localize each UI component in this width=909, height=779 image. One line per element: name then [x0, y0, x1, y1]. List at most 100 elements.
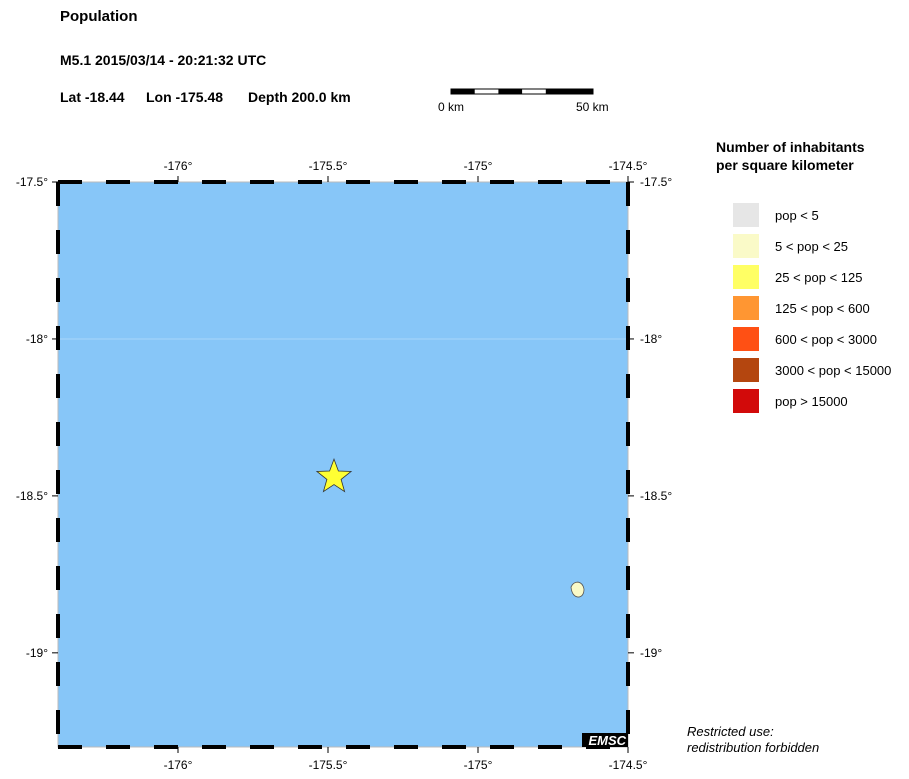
frame-tick-bottom — [442, 745, 466, 749]
scale-bar-segment — [569, 89, 593, 94]
lon-tick-label: -176° — [164, 758, 193, 772]
star-icon — [315, 457, 353, 493]
ocean — [58, 182, 628, 747]
frame-tick-bottom — [106, 745, 130, 749]
legend-item: 25 < pop < 125 — [733, 265, 862, 289]
frame-tick-top — [538, 180, 562, 184]
scale-bar — [450, 88, 594, 95]
lon-tick-label: -175° — [464, 758, 493, 772]
frame-tick-left — [56, 230, 60, 254]
event-lon: Lon -175.48 — [146, 89, 224, 105]
legend-swatch — [733, 265, 759, 289]
frame-tick-left — [56, 614, 60, 638]
legend-item: pop > 15000 — [733, 389, 848, 413]
scale-start-label: 0 km — [438, 100, 465, 114]
frame-tick-right — [626, 278, 630, 302]
frame-tick-top — [586, 180, 610, 184]
frame-tick-bottom — [394, 745, 418, 749]
legend-label: 5 < pop < 25 — [775, 238, 849, 254]
frame-tick-top — [106, 180, 130, 184]
emsc-logo — [582, 733, 628, 747]
legend-title-line1: Number of inhabitants — [716, 139, 865, 155]
event-info: M5.1 2015/03/14 - 20:21:32 UTC — [60, 52, 267, 68]
frame-tick-right — [626, 518, 630, 542]
island — [570, 581, 585, 598]
lon-tick-label: -174.5° — [609, 159, 648, 173]
frame-tick-left — [56, 326, 60, 350]
lat-tick-label: -18.5° — [16, 489, 48, 503]
lat-tick-label: -17.5° — [640, 175, 672, 189]
legend-label: 25 < pop < 125 — [775, 269, 863, 285]
frame-tick-top — [442, 180, 466, 184]
frame-tick-top — [58, 180, 82, 184]
legend-swatch — [733, 389, 759, 413]
lat-tick-label: -17.5° — [16, 175, 48, 189]
legend-title: Number of inhabitants per square kilomet… — [716, 138, 865, 174]
lon-tick-label: -175° — [464, 159, 493, 173]
frame-tick-left — [56, 518, 60, 542]
scale-bar-segment — [498, 89, 523, 94]
legend-item: 125 < pop < 600 — [733, 296, 870, 320]
frame-tick-top — [298, 180, 322, 184]
frame-tick-bottom — [250, 745, 274, 749]
frame-tick-right — [626, 470, 630, 494]
frame-tick-right — [626, 566, 630, 590]
frame-tick-left — [56, 710, 60, 734]
legend-label: pop > 15000 — [775, 393, 848, 409]
legend-title-line2: per square kilometer — [716, 157, 854, 173]
event-depth: Depth 200.0 km — [248, 89, 351, 105]
legend-label: 600 < pop < 3000 — [775, 331, 877, 347]
notice-line1: Restricted use: — [687, 724, 774, 739]
frame-tick-left — [56, 566, 60, 590]
legend-swatch — [733, 296, 759, 320]
lon-tick-label: -175.5° — [309, 159, 348, 173]
legend-item: 5 < pop < 25 — [733, 234, 848, 258]
lat-tick-label: -18.5° — [640, 489, 672, 503]
legend-item: pop < 5 — [733, 203, 819, 227]
frame-tick-bottom — [538, 745, 562, 749]
frame-tick-top — [154, 180, 178, 184]
notice-line2: redistribution forbidden — [687, 740, 820, 755]
legend-item: 3000 < pop < 15000 — [733, 358, 891, 382]
legend-label: pop < 5 — [775, 207, 819, 223]
frame-tick-right — [626, 662, 630, 686]
frame-tick-left — [56, 662, 60, 686]
map-frame — [57, 181, 629, 748]
frame-tick-left — [56, 470, 60, 494]
frame-tick-right — [626, 710, 630, 734]
frame-tick-top — [394, 180, 418, 184]
legend-swatch — [733, 358, 759, 382]
frame-tick-right — [626, 230, 630, 254]
frame-tick-right — [626, 422, 630, 446]
scale-bar-segment — [545, 89, 570, 94]
frame-tick-left — [56, 422, 60, 446]
lon-tick-label: -174.5° — [609, 758, 648, 772]
scale-end-label: 50 km — [576, 100, 609, 114]
frame-tick-bottom — [490, 745, 514, 749]
lon-tick-label: -175.5° — [309, 758, 348, 772]
legend-swatch — [733, 203, 759, 227]
frame-tick-right — [626, 326, 630, 350]
lon-tick-label: -176° — [164, 159, 193, 173]
emsc-logo-text: EMSC — [588, 733, 626, 748]
frame-tick-bottom — [202, 745, 226, 749]
frame-tick-right — [626, 182, 630, 206]
frame-tick-top — [202, 180, 226, 184]
frame-tick-right — [626, 614, 630, 638]
restricted-use-notice: Restricted use: redistribution forbidden — [687, 724, 819, 756]
frame-tick-left — [56, 182, 60, 206]
frame-tick-right — [626, 374, 630, 398]
event-lat: Lat -18.44 — [60, 89, 125, 105]
frame-tick-top — [250, 180, 274, 184]
frame-tick-top — [490, 180, 514, 184]
legend-swatch — [733, 327, 759, 351]
frame-tick-bottom — [298, 745, 322, 749]
frame-tick-bottom — [346, 745, 370, 749]
lat-tick-label: -19° — [26, 646, 48, 660]
frame-tick-top — [346, 180, 370, 184]
frame-tick-left — [56, 374, 60, 398]
legend-item: 600 < pop < 3000 — [733, 327, 877, 351]
lat-tick-label: -19° — [640, 646, 662, 660]
